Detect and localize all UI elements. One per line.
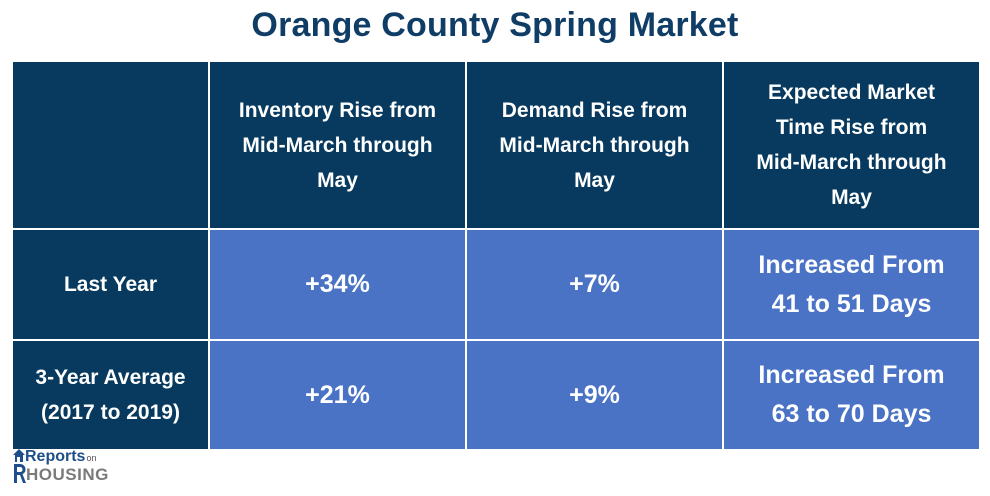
table-row-3-year-average: 3-Year Average (2017 to 2019) +21% +9% I… bbox=[11, 339, 981, 451]
header-inventory-line-2: Mid-March through bbox=[242, 133, 433, 157]
cell-market-time-3-year-average: Increased From 63 to 70 Days bbox=[722, 339, 981, 451]
market-time-last-year-line-1: Increased From bbox=[758, 250, 945, 279]
logo-housing-text: HOUSING bbox=[26, 465, 109, 484]
header-market-time-line-2: Time Rise from bbox=[775, 116, 928, 139]
page-title: Orange County Spring Market bbox=[251, 6, 739, 44]
row-label-3-year-average: 3-Year Average (2017 to 2019) bbox=[11, 339, 210, 451]
header-cell-market-time: Expected Market Time Rise from Mid-March… bbox=[722, 60, 981, 230]
header-market-time-line-4: May bbox=[831, 186, 872, 209]
header-demand-line-3: May bbox=[574, 168, 615, 192]
market-time-3-year-average-line-2: 63 to 70 Days bbox=[771, 400, 932, 428]
header-cell-inventory: Inventory Rise from Mid-March through Ma… bbox=[208, 60, 467, 230]
cell-demand-3-year-average: +9% bbox=[465, 339, 724, 451]
logo-on-word: on bbox=[86, 453, 97, 463]
reports-on-housing-logo: Reportson HOUSING bbox=[12, 447, 124, 487]
row-label-3-year-average-line-2: (2017 to 2019) bbox=[41, 401, 180, 424]
header-market-time-line-3: Mid-March through bbox=[756, 151, 947, 174]
market-time-last-year-line-2: 41 to 51 Days bbox=[771, 289, 932, 318]
market-time-3-year-average-line-1: Increased From bbox=[758, 361, 945, 389]
logo-reports-text: Reportson bbox=[25, 448, 96, 466]
row-label-3-year-average-line-1: 3-Year Average bbox=[35, 366, 186, 389]
logo-reports-word: Reports bbox=[25, 448, 86, 465]
cell-inventory-3-year-average: +21% bbox=[208, 339, 467, 451]
row-label-last-year: Last Year bbox=[11, 228, 210, 341]
cell-market-time-last-year: Increased From 41 to 51 Days bbox=[722, 228, 981, 341]
header-market-time-line-1: Expected Market bbox=[768, 81, 935, 104]
header-inventory-line-1: Inventory Rise from bbox=[238, 98, 437, 122]
header-cell-demand: Demand Rise from Mid-March through May bbox=[465, 60, 724, 230]
header-cell-empty bbox=[11, 60, 210, 230]
header-demand-line-2: Mid-March through bbox=[499, 133, 690, 157]
table-row-last-year: Last Year +34% +7% Increased From 41 to … bbox=[11, 228, 981, 341]
row-label-last-year-line-1: Last Year bbox=[63, 273, 157, 296]
header-inventory-line-3: May bbox=[317, 168, 358, 192]
market-table: Inventory Rise from Mid-March through Ma… bbox=[11, 60, 981, 451]
house-r-icon bbox=[13, 449, 26, 483]
cell-inventory-last-year: +34% bbox=[208, 228, 467, 341]
cell-demand-last-year: +7% bbox=[465, 228, 724, 341]
header-demand-line-1: Demand Rise from bbox=[501, 98, 688, 122]
table-header-row: Inventory Rise from Mid-March through Ma… bbox=[11, 60, 981, 230]
